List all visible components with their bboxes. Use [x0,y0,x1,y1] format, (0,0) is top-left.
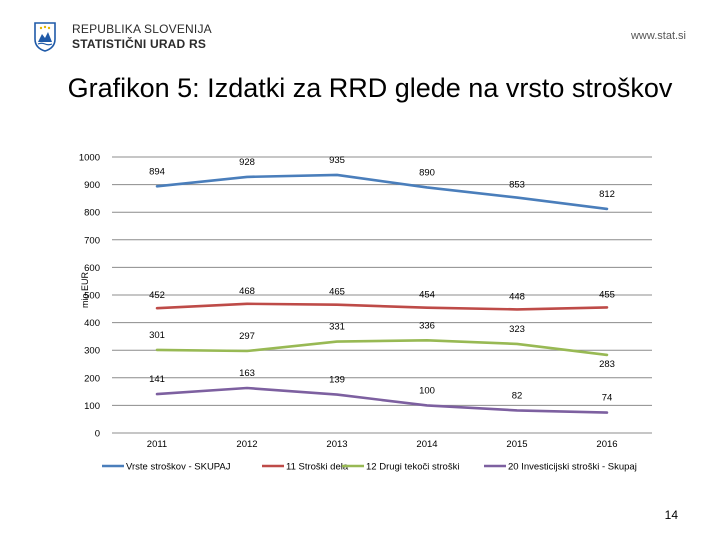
y-tick-label: 900 [84,180,100,191]
data-label: 100 [419,385,435,396]
series-line-1 [155,173,609,211]
data-label: 468 [239,286,255,297]
data-label: 454 [419,290,435,301]
y-axis-label: mio EUR [80,272,90,309]
data-label: 812 [599,189,615,200]
legend-entry: 11 Stroški dela [286,462,349,473]
y-tick-label: 100 [84,401,100,412]
data-label: 139 [329,375,345,386]
x-tick-label: 2016 [596,439,617,450]
y-tick-label: 1000 [79,153,100,164]
series-line-2 [155,302,609,311]
x-tick-label: 2013 [326,439,347,450]
y-tick-label: 800 [84,208,100,219]
data-label: 301 [149,330,165,341]
data-label: 448 [509,291,525,302]
data-label: 465 [329,287,345,298]
data-label: 935 [329,155,345,166]
legend-entry: Vrste stroškov - SKUPAJ [126,462,231,473]
data-label: 74 [602,393,613,404]
x-tick-label: 2012 [236,439,257,450]
y-tick-label: 200 [84,373,100,384]
y-tick-label: 0 [95,429,100,440]
data-label: 283 [599,359,615,370]
x-tick-label: 2015 [506,439,527,450]
y-tick-label: 500 [84,291,100,302]
legend-entry: 20 Investicijski stroški - Skupaj [508,462,637,473]
y-tick-label: 700 [84,235,100,246]
data-label: 82 [512,390,523,401]
y-tick-label: 600 [84,263,100,274]
data-label: 297 [239,331,255,342]
series-line-3 [155,339,609,357]
chart-title: Grafikon 5: Izdatki za RRD glede na vrst… [67,73,673,103]
organization-name: REPUBLIKA SLOVENIJA STATISTIČNI URAD RS [72,22,212,52]
page-number: 14 [664,508,678,522]
legend-entry: 12 Drugi tekoči stroški [366,462,459,473]
org-name-line2: STATISTIČNI URAD RS [72,37,207,51]
data-label: 928 [239,157,255,168]
coat-of-arms-logo [34,22,56,52]
y-tick-label: 400 [84,318,100,329]
data-label: 141 [149,374,165,385]
data-label: 163 [239,368,255,379]
y-tick-label: 300 [84,346,100,357]
data-label: 323 [509,324,525,335]
data-label: 890 [419,167,435,178]
website-link[interactable]: www.stat.si [630,30,686,42]
series-line-4 [155,386,609,414]
data-label: 331 [329,322,345,333]
data-label: 455 [599,289,615,300]
x-tick-label: 2014 [416,439,437,450]
data-label: 452 [149,290,165,301]
data-label: 894 [149,166,165,177]
data-label: 336 [419,320,435,331]
org-name-line1: REPUBLIKA SLOVENIJA [72,22,212,36]
x-tick-label: 2011 [147,439,167,450]
data-label: 853 [509,180,525,191]
